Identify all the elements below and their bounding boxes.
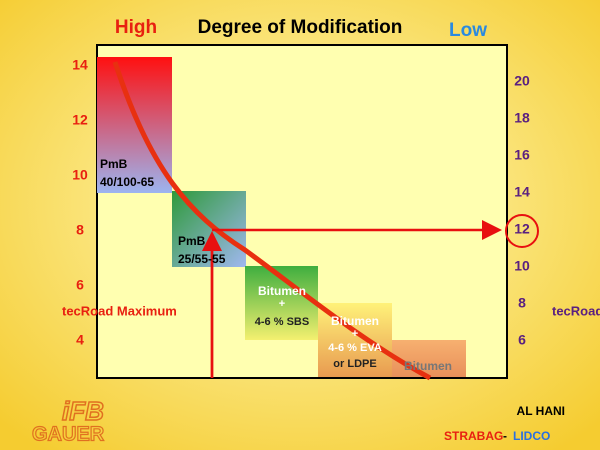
logo-top: iFB bbox=[62, 396, 104, 426]
author: AL HANI bbox=[517, 404, 565, 418]
box-label: 25/55-55 bbox=[178, 252, 226, 266]
box-label: PmB bbox=[100, 157, 128, 171]
right-tick-label: 14 bbox=[514, 184, 530, 200]
left-tick-label: 14 bbox=[72, 57, 88, 73]
right-tick-label: 20 bbox=[514, 73, 530, 89]
title: Degree of Modification bbox=[198, 17, 403, 38]
box bbox=[97, 57, 172, 193]
box-label: PmB bbox=[178, 234, 206, 248]
box-label: 4-6 % EVA bbox=[328, 342, 382, 354]
box bbox=[392, 340, 466, 377]
right-tick-label: 10 bbox=[514, 258, 530, 274]
separator: - bbox=[503, 429, 507, 443]
right-tick-label: 16 bbox=[514, 147, 530, 163]
box-label: Bitumen bbox=[258, 284, 306, 298]
box-label: 40/100-65 bbox=[100, 175, 154, 189]
highlight-circle bbox=[505, 214, 539, 248]
right-tick-label: 6 bbox=[518, 332, 526, 348]
right-axis-label: tecRoad bbox=[552, 303, 600, 318]
box-label: Bitumen bbox=[404, 359, 452, 373]
logo-bottom: GAUER bbox=[32, 423, 105, 445]
left-axis-label: tecRoad Maximum bbox=[62, 303, 177, 318]
box-label: + bbox=[352, 328, 358, 340]
left-tick-label: 10 bbox=[72, 167, 88, 183]
right-tick-label: 18 bbox=[514, 110, 530, 126]
left-tick-label: 8 bbox=[76, 222, 84, 238]
box-label: or LDPE bbox=[333, 358, 376, 370]
curve bbox=[112, 61, 432, 381]
box-label: + bbox=[279, 298, 285, 310]
box-label: Bitumen bbox=[331, 314, 379, 328]
low-label: Low bbox=[449, 20, 487, 41]
box-label: 4-6 % SBS bbox=[255, 316, 309, 328]
company: STRABAG bbox=[444, 429, 503, 443]
left-tick-label: 12 bbox=[72, 112, 88, 128]
company: LIDCO bbox=[513, 429, 550, 443]
right-tick-label: 8 bbox=[518, 295, 526, 311]
left-tick-label: 6 bbox=[76, 277, 84, 293]
left-tick-label: 4 bbox=[76, 332, 84, 348]
high-label: High bbox=[115, 17, 157, 38]
right-tick-label: 12 bbox=[514, 221, 530, 237]
